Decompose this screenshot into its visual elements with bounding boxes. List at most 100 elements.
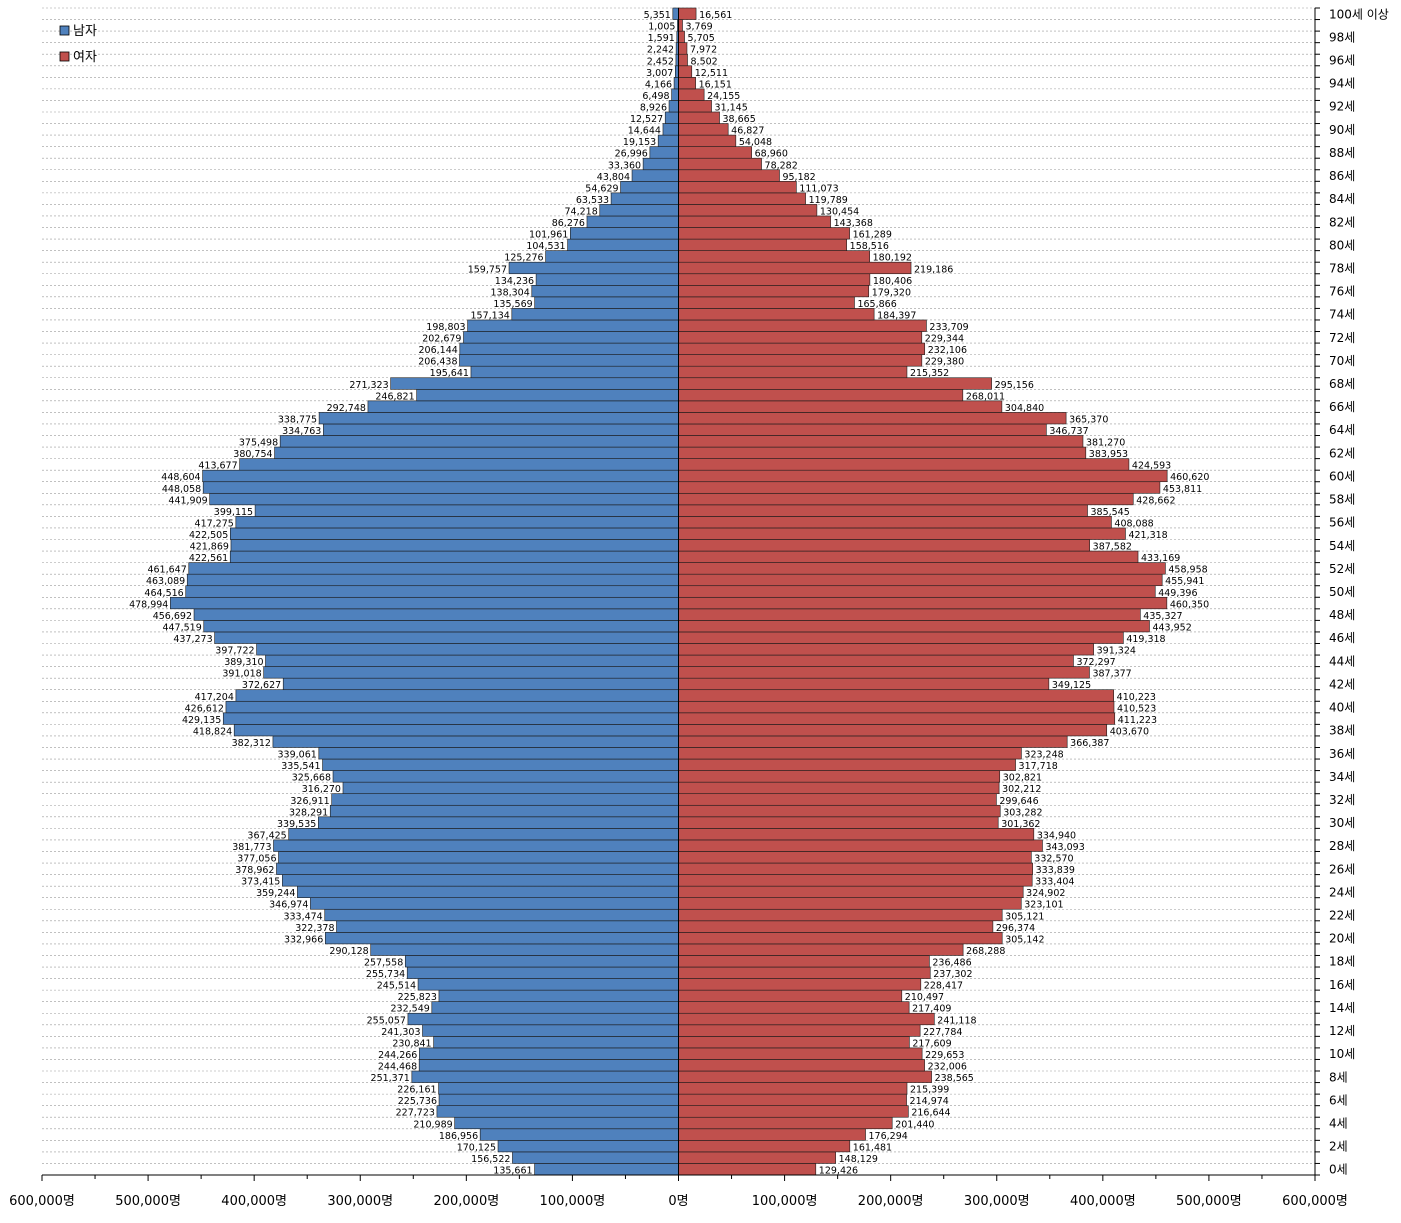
bar-female (678, 608, 1141, 621)
bar-male (673, 77, 679, 90)
bar-male (390, 377, 679, 390)
data-label-female: 129,426 (819, 1166, 858, 1177)
bar-female (678, 204, 818, 217)
data-label-male: 157,134 (471, 310, 510, 321)
x-tick-label: 300,000명 (327, 1194, 393, 1209)
bar-female (678, 897, 1022, 910)
data-label-female: 217,609 (912, 1038, 951, 1049)
data-labels: 135,661 129,426 156,522 148,129 170,125 161,4… (129, 10, 1209, 1176)
y-tick-label: 100세 이상 (1329, 7, 1389, 21)
x-tick-label: 200,000명 (858, 1194, 924, 1209)
bar-male (419, 1047, 679, 1060)
data-label-female: 7,972 (690, 45, 717, 56)
data-label-male: 241,303 (381, 1027, 420, 1038)
bar-female (678, 932, 1003, 945)
data-label-male: 478,994 (129, 599, 168, 610)
data-label-female: 333,404 (1035, 877, 1074, 888)
data-label-male: 271,323 (349, 380, 388, 391)
data-label-male: 339,535 (277, 819, 316, 830)
bar-female (678, 562, 1166, 575)
data-label-male: 1,005 (648, 22, 675, 33)
data-label-male: 367,425 (247, 830, 286, 841)
bar-male (416, 388, 679, 402)
data-label-female: 449,396 (1158, 588, 1197, 599)
y-tick-label: 42세 (1329, 677, 1355, 691)
bar-female (678, 874, 1033, 887)
data-label-female: 215,399 (910, 1085, 949, 1096)
x-tick-label: 0명 (668, 1194, 688, 1209)
data-label-female: 229,653 (925, 1050, 964, 1061)
data-label-male: 375,498 (239, 438, 278, 449)
bar-male (668, 100, 679, 113)
data-label-male: 346,974 (269, 900, 308, 911)
data-label-male: 338,775 (278, 414, 317, 425)
data-label-female: 217,409 (912, 1004, 951, 1015)
bar-female (678, 1093, 907, 1106)
bar-male (531, 285, 679, 298)
data-label-female: 460,350 (1170, 599, 1209, 610)
bar-male (276, 862, 679, 875)
y-tick-label: 4세 (1329, 1117, 1348, 1131)
data-label-male: 316,270 (302, 784, 341, 795)
data-label-female: 435,327 (1143, 611, 1182, 622)
y-tick-label: 48세 (1329, 608, 1355, 622)
y-tick-label: 26세 (1329, 862, 1355, 876)
data-label-male: 339,061 (278, 750, 317, 761)
bar-female (678, 354, 923, 367)
bar-male (273, 839, 679, 852)
data-label-female: 219,186 (914, 264, 953, 275)
bar-male (459, 354, 679, 367)
data-label-female: 16,151 (699, 79, 732, 90)
data-label-male: 463,089 (146, 576, 185, 587)
data-label-male: 359,244 (256, 888, 295, 899)
data-label-female: 433,169 (1141, 553, 1180, 564)
data-label-male: 8,926 (640, 102, 667, 113)
bar-female (678, 273, 871, 286)
data-label-male: 12,527 (630, 114, 663, 125)
y-tick-label: 90세 (1329, 123, 1355, 137)
bar-male (225, 700, 679, 714)
data-label-female: 460,620 (1170, 472, 1209, 483)
data-label-male: 381,773 (232, 842, 271, 853)
bar-male (203, 620, 679, 633)
bar-female (678, 550, 1139, 563)
bar-male (322, 758, 679, 771)
bar-male (631, 169, 679, 182)
data-label-male: 101,961 (529, 230, 568, 241)
data-label-male: 202,679 (422, 334, 461, 345)
data-label-male: 421,869 (190, 542, 229, 553)
bar-male (235, 516, 679, 529)
data-label-female: 46,827 (731, 126, 764, 137)
data-label-female: 143,368 (834, 218, 873, 229)
data-label-female: 233,709 (929, 322, 968, 333)
y-tick-label: 92세 (1329, 100, 1355, 114)
data-label-female: 238,565 (935, 1073, 974, 1084)
data-label-male: 378,962 (235, 865, 274, 876)
bar-male (282, 677, 679, 691)
bar-female (678, 816, 999, 829)
data-label-male: 225,823 (398, 992, 437, 1003)
bar-female (678, 643, 1094, 656)
data-label-female: 381,270 (1086, 438, 1125, 449)
data-label-male: 244,468 (378, 1062, 417, 1073)
bar-male (256, 643, 679, 656)
data-label-male: 334,763 (282, 426, 321, 437)
data-label-female: 210,497 (905, 992, 944, 1003)
bar-male (230, 539, 679, 552)
data-label-female: 68,960 (755, 149, 788, 160)
y-tick-label: 16세 (1329, 978, 1355, 992)
y-tick-label: 58세 (1329, 493, 1355, 507)
bar-female (678, 620, 1150, 633)
data-label-male: 6,498 (642, 91, 669, 102)
bar-female (678, 920, 994, 933)
bar-male (274, 446, 679, 459)
data-label-male: 156,522 (471, 1154, 510, 1165)
data-label-male: 206,144 (419, 345, 458, 356)
bar-male (272, 735, 679, 748)
bar-male (323, 423, 679, 436)
bar-male (170, 596, 679, 610)
bar-female (678, 169, 780, 182)
data-label-female: 241,118 (937, 1015, 976, 1026)
bar-female (678, 1012, 935, 1026)
data-label-male: 86,276 (552, 218, 585, 229)
